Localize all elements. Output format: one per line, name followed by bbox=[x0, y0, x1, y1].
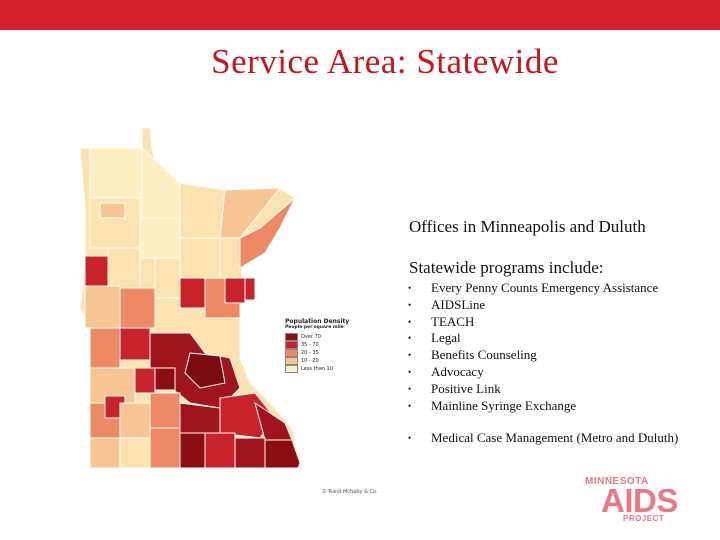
legend-item: 10 - 20 bbox=[285, 357, 355, 365]
list-item: • TEACH bbox=[408, 314, 658, 331]
organization-logo: MINNESOTA AIDS PROJECT bbox=[583, 476, 708, 526]
top-accent-bar bbox=[0, 0, 720, 30]
logo-line-1: MINNESOTA bbox=[585, 476, 649, 487]
legend-item: Over 70 bbox=[285, 333, 355, 341]
bullet: • bbox=[408, 433, 412, 443]
list-item: • Advocacy bbox=[408, 364, 658, 381]
program-label: Mainline Syringe Exchange bbox=[431, 397, 577, 413]
list-item: • Legal bbox=[408, 330, 658, 347]
bullet: • bbox=[408, 366, 412, 377]
extra-program-list: • Medical Case Management (Metro and Dulu… bbox=[408, 430, 678, 446]
bullet: • bbox=[408, 283, 412, 293]
program-label: Legal bbox=[431, 330, 461, 346]
legend-item-label: 35 - 70 bbox=[301, 342, 319, 348]
programs-heading: Statewide programs include: bbox=[409, 258, 604, 277]
map-copyright: © Rand McNally & Co. bbox=[322, 489, 378, 495]
programs-list: • Every Penny Counts Emergency Assistance… bbox=[408, 280, 658, 414]
program-label: Every Penny Counts Emergency Assistance bbox=[431, 280, 659, 295]
list-item: • AIDSLine bbox=[408, 297, 658, 314]
list-item: • Benefits Counseling bbox=[408, 347, 658, 364]
map-legend: Population Density People per square mil… bbox=[285, 318, 355, 373]
bullet: • bbox=[408, 333, 412, 344]
legend-item-label: Over 70 bbox=[301, 334, 321, 340]
bullet: • bbox=[408, 350, 412, 361]
legend-swatch bbox=[285, 365, 298, 373]
bullet: • bbox=[408, 316, 412, 327]
minnesota-density-map bbox=[80, 128, 301, 469]
legend-item-label: Less than 10 bbox=[301, 366, 333, 372]
logo-line-3: PROJECT bbox=[623, 514, 665, 523]
list-item: • Positive Link bbox=[408, 381, 658, 398]
bullet: • bbox=[408, 383, 412, 394]
legend-swatch bbox=[285, 333, 298, 341]
legend-swatch bbox=[285, 341, 298, 349]
program-label: Advocacy bbox=[431, 363, 484, 379]
legend-item: Less than 10 bbox=[285, 365, 355, 373]
bullet: • bbox=[408, 299, 412, 310]
legend-item-label: 20 - 35 bbox=[301, 350, 319, 356]
legend-swatch bbox=[285, 357, 298, 365]
legend-item: 35 - 70 bbox=[285, 341, 355, 349]
legend-title: Population Density bbox=[285, 318, 350, 325]
list-item: • Medical Case Management (Metro and Dulu… bbox=[408, 430, 678, 446]
legend-item: 20 - 35 bbox=[285, 349, 355, 357]
list-item: • Every Penny Counts Emergency Assistance bbox=[408, 280, 658, 297]
legend-subtitle: People per square mile bbox=[285, 325, 344, 330]
bullet: • bbox=[408, 400, 412, 411]
legend-swatch bbox=[285, 349, 298, 357]
slide-title: Service Area: Statewide bbox=[211, 42, 559, 81]
logo-line-2: AIDS bbox=[601, 482, 678, 519]
program-label: TEACH bbox=[431, 313, 475, 329]
program-label: Benefits Counseling bbox=[431, 347, 537, 363]
program-label: Positive Link bbox=[431, 380, 501, 396]
offices-text: Offices in Minneapolis and Duluth bbox=[409, 217, 646, 236]
program-label: AIDSLine bbox=[431, 296, 486, 312]
list-item: • Mainline Syringe Exchange bbox=[408, 398, 658, 415]
program-label: Medical Case Management (Metro and Dulut… bbox=[431, 430, 679, 445]
legend-item-label: 10 - 20 bbox=[301, 358, 319, 364]
